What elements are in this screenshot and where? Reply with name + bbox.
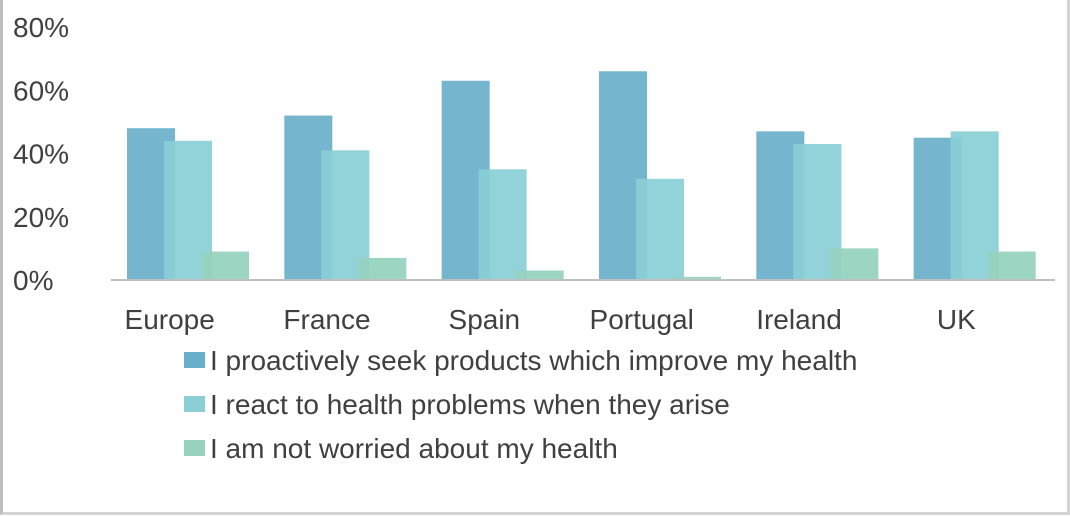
x-tick-label-france: France xyxy=(283,304,370,335)
y-tick-label: 20% xyxy=(13,202,69,233)
y-tick-label: 40% xyxy=(13,139,69,170)
y-tick-label: 60% xyxy=(13,75,69,106)
bar-spain-series-2 xyxy=(478,169,527,280)
y-tick-label: 0% xyxy=(13,265,53,296)
y-tick-label: 80% xyxy=(13,12,69,43)
bar-uk-series-3 xyxy=(987,251,1036,280)
legend-swatch-1 xyxy=(184,352,205,368)
x-tick-label-uk: UK xyxy=(937,304,976,335)
bar-france-series-3 xyxy=(358,257,407,280)
legend: I proactively seek products which improv… xyxy=(184,345,857,464)
bar-portugal-series-2 xyxy=(636,178,684,280)
axes: 0% 20% 40% 60% 80% Europe France Spain Portugal I… xyxy=(13,12,1055,335)
x-tick-label-spain: Spain xyxy=(449,304,521,335)
bar-europe-series-3 xyxy=(201,251,249,280)
legend-swatch-2 xyxy=(184,396,205,412)
legend-swatch-3 xyxy=(184,440,205,456)
x-tick-label-europe: Europe xyxy=(125,304,215,335)
legend-label-2: I react to health problems when they ari… xyxy=(210,389,730,420)
legend-label-1: I proactively seek products which improv… xyxy=(210,345,857,376)
bar-spain-series-3 xyxy=(515,270,564,280)
bar-portugal-series-3 xyxy=(673,276,721,280)
plot-area xyxy=(127,71,1036,281)
x-tick-label-portugal: Portugal xyxy=(590,304,694,335)
x-tick-label-ireland: Ireland xyxy=(756,304,842,335)
bar-ireland-series-3 xyxy=(830,248,879,280)
legend-label-3: I am not worried about my health xyxy=(210,433,618,464)
bar-chart: 0% 20% 40% 60% 80% Europe France Spain Portugal I… xyxy=(13,12,1055,464)
